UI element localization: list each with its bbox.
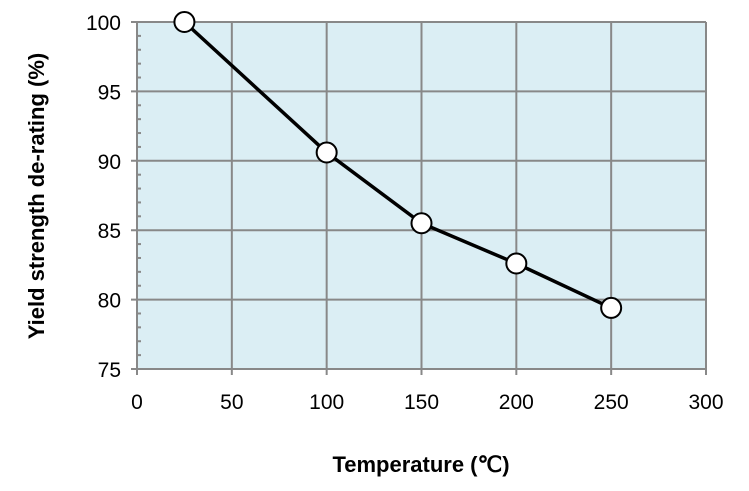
data-point bbox=[505, 252, 528, 275]
x-tick-label: 100 bbox=[309, 391, 344, 414]
x-tick-label: 150 bbox=[404, 391, 439, 414]
y-tick-label: 75 bbox=[98, 359, 121, 382]
y-tick-label: 90 bbox=[98, 151, 121, 174]
x-tick-label: 50 bbox=[220, 391, 243, 414]
data-point bbox=[315, 141, 338, 164]
y-axis-label: Yield strength de-rating (%) bbox=[24, 53, 49, 339]
data-point bbox=[410, 212, 433, 235]
x-tick-label: 300 bbox=[688, 391, 723, 414]
x-tick-label: 250 bbox=[594, 391, 629, 414]
y-tick-label: 95 bbox=[98, 81, 121, 104]
y-tick-label: 100 bbox=[86, 12, 121, 35]
data-point bbox=[173, 11, 196, 33]
series bbox=[173, 11, 623, 319]
y-tick-label: 80 bbox=[98, 290, 121, 313]
x-tick-label: 0 bbox=[131, 391, 143, 414]
ticks: 0 50 100 150 200 250 300 75 80 85 90 95 100 bbox=[86, 12, 724, 414]
y-tick-label: 85 bbox=[98, 220, 121, 243]
x-tick-label: 200 bbox=[499, 391, 534, 414]
x-axis-label: Temperature (℃) bbox=[332, 452, 509, 477]
data-point bbox=[600, 296, 623, 319]
